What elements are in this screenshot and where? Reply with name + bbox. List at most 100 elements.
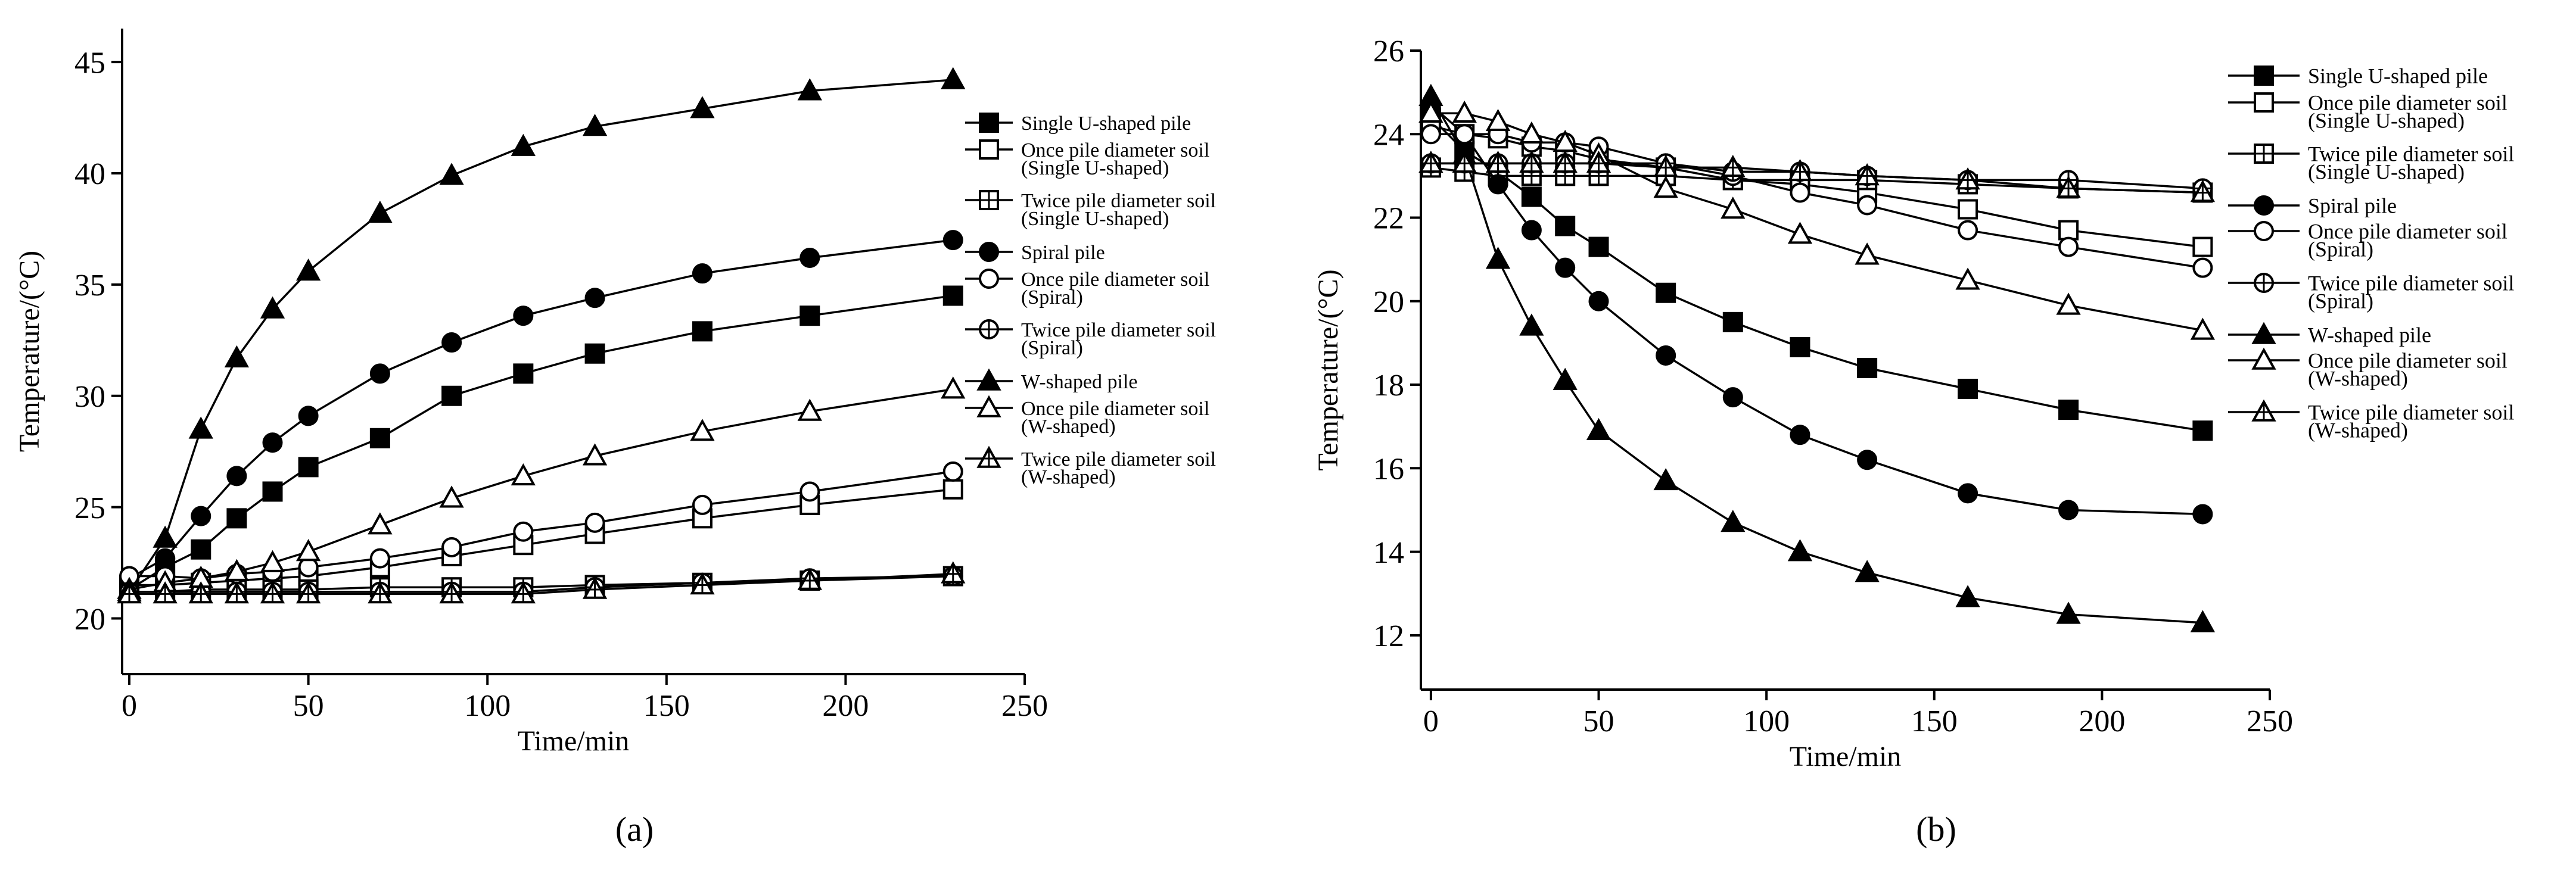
series-w-shaped-pile-point	[368, 200, 393, 223]
series-twice-pile-diameter-soil-w-shaped-point	[1855, 163, 1880, 186]
series-once-pile-diameter-soil-w-shaped-point-shape	[582, 443, 608, 466]
series-twice-pile-diameter-soil-w-shaped-point	[2190, 180, 2216, 202]
x-tick-label: 250	[1001, 689, 1048, 723]
legend-item-once-pile-diameter-soil-single-u-shaped-text: (Single U-shaped)	[2308, 109, 2465, 133]
series-single-u-shaped-pile-point-shape	[2058, 400, 2079, 420]
series-twice-pile-diameter-soil-w-shaped-point	[224, 581, 250, 604]
series-w-shaped-pile-point	[2056, 601, 2081, 624]
series-spiral-pile-point-shape	[799, 248, 820, 269]
series-w-shaped-pile-point	[295, 258, 321, 281]
series-w-shaped-pile-point	[260, 296, 285, 319]
series-spiral-pile-point	[1958, 483, 1978, 504]
legend-item-single-u-shaped-pile-marker	[2254, 66, 2274, 86]
series-spiral-pile	[119, 230, 963, 589]
series-single-u-shaped-pile-point-shape	[1958, 379, 1978, 400]
series-once-pile-diameter-soil-spiral-point	[1958, 220, 1978, 241]
series-spiral-pile-point-shape	[692, 263, 713, 284]
legend-item-once-pile-diameter-soil-single-u-shaped-text: (Single U-shaped)	[1021, 157, 1169, 179]
series-once-pile-diameter-soil-w-shaped-point-shape	[511, 463, 536, 486]
series-single-u-shaped-pile-point	[692, 321, 713, 342]
series-w-shaped-pile-point	[1519, 313, 1544, 336]
legend-item-spiral-pile-marker	[979, 242, 999, 262]
y-tick-label: 26	[1373, 35, 1404, 68]
series-single-u-shaped-pile	[119, 285, 963, 600]
series-spiral-pile-point-shape	[1555, 257, 1576, 278]
legend-item-once-pile-diameter-soil-single-u-shaped: Once pile diameter soil(Single U-shaped)	[2228, 91, 2507, 133]
y-tick-label: 14	[1373, 536, 1404, 570]
legend-item-w-shaped-pile-marker	[976, 368, 1001, 391]
y-tick-label: 12	[1373, 619, 1404, 653]
series-single-u-shaped-pile-point-shape	[1588, 236, 1609, 257]
series-twice-pile-diameter-soil-w-shaped-point	[582, 576, 608, 599]
series-once-pile-diameter-soil-w-shaped-point-shape	[690, 419, 715, 441]
series-single-u-shaped-pile-point-shape	[1790, 336, 1810, 357]
series-twice-pile-diameter-soil-w-shaped-point	[1955, 167, 1980, 190]
series-once-pile-diameter-soil-w-shaped-point-shape	[1452, 100, 1477, 123]
series-once-pile-diameter-soil-spiral-point	[369, 548, 390, 569]
series-spiral-pile-point-shape	[226, 466, 247, 487]
legend-item-once-pile-diameter-soil-spiral-text: Once pile diameter soil	[1021, 269, 1209, 291]
series-spiral-pile-point-shape	[441, 332, 462, 353]
series-spiral-pile-point-shape	[513, 305, 534, 326]
series-once-pile-diameter-soil-single-u-shaped-line	[1430, 124, 2203, 248]
series-spiral-pile-point	[584, 288, 605, 308]
series-w-shaped-pile	[117, 67, 966, 601]
x-tick-label: 200	[2079, 704, 2125, 738]
series-once-pile-diameter-soil-spiral-point-shape	[369, 548, 390, 569]
legend-item-twice-pile-diameter-soil-spiral-marker	[979, 319, 999, 339]
series-spiral-pile-point	[2058, 500, 2079, 520]
series-spiral-pile-point	[799, 248, 820, 269]
series-w-shaped-pile-point-shape	[1485, 247, 1511, 269]
series-single-u-shaped-pile-point-shape	[942, 285, 963, 306]
series-single-u-shaped-pile-line	[1430, 116, 2203, 432]
series-once-pile-diameter-soil-spiral-point-shape	[2058, 236, 2079, 257]
series-once-pile-diameter-soil-spiral-point	[942, 461, 963, 482]
series-once-pile-diameter-soil-spiral-point-shape	[584, 512, 605, 533]
series-w-shaped-pile-point-shape	[224, 345, 250, 368]
series-once-pile-diameter-soil-w-shaped-point-shape	[1418, 100, 1443, 123]
series-spiral-pile-point-shape	[1656, 345, 1676, 366]
series-w-shaped-pile-point	[511, 133, 536, 156]
series-single-u-shaped-pile-point	[262, 481, 283, 502]
series-once-pile-diameter-soil-spiral-point	[692, 494, 713, 515]
series-w-shaped-pile-point-shape	[439, 163, 464, 185]
legend-item-twice-pile-diameter-soil-single-u-shaped-text: (Single U-shaped)	[2308, 160, 2465, 184]
series-once-pile-diameter-soil-w-shaped-point	[368, 512, 393, 535]
series-spiral-pile-point-shape	[1521, 220, 1542, 241]
x-tick-label: 200	[822, 689, 869, 723]
series-once-pile-diameter-soil-w-shaped-point-shape	[260, 550, 285, 572]
series-once-pile-diameter-soil-w-shaped-point-shape	[2056, 292, 2081, 315]
series-once-pile-diameter-soil-single-u-shaped-point-shape	[1958, 199, 1978, 220]
series-spiral-pile-point	[1488, 174, 1508, 195]
legend-item-twice-pile-diameter-soil-w-shaped-marker	[976, 445, 1001, 468]
series-w-shaped-pile-point	[2190, 610, 2216, 632]
series-single-u-shaped-pile-point-shape	[513, 363, 534, 384]
y-tick-label: 20	[74, 603, 105, 637]
legend-item-once-pile-diameter-soil-spiral-marker-shape	[2254, 221, 2274, 241]
series-w-shaped-pile-point-shape	[1855, 560, 1880, 582]
series-spiral-pile-point-shape	[262, 432, 283, 453]
legend-item-spiral-pile-marker-shape	[2254, 195, 2274, 216]
chart-panel-a: 0 50 100 150 200 250 20 25 30 35 40 45 Time/min Tempe…	[14, 29, 1216, 757]
x-tick-label: 250	[2247, 704, 2293, 738]
series-once-pile-diameter-soil-w-shaped-line	[1430, 112, 2203, 332]
series-w-shaped-pile-point	[941, 67, 966, 89]
series-once-pile-diameter-soil-spiral-point-shape	[692, 494, 713, 515]
series-single-u-shaped-pile-point-shape	[226, 508, 247, 529]
legend-item-spiral-pile-marker	[2254, 195, 2274, 216]
series-twice-pile-diameter-soil-w-shaped-point	[1586, 150, 1611, 173]
chart-panel-b: 0 50 100 150 200 250 12 14 16 18 20 22 24 26 Time/min T…	[1312, 35, 2514, 772]
series-once-pile-diameter-soil-spiral-point	[799, 481, 820, 502]
series-w-shaped-pile-point-shape	[188, 416, 213, 439]
series-spiral-pile-point-shape	[369, 363, 390, 384]
legend: Single U-shaped pile Once pile diameter s…	[965, 113, 1216, 488]
series-twice-pile-diameter-soil-w-shaped-point	[941, 561, 966, 584]
series-w-shaped-pile-point	[1955, 585, 1980, 607]
series-spiral-pile-point-shape	[942, 230, 963, 251]
series-once-pile-diameter-soil-w-shaped-point	[224, 559, 250, 581]
series-spiral-pile-point	[1555, 257, 1576, 278]
series-w-shaped-pile-point-shape	[1653, 467, 1678, 491]
series-spiral-pile-point-shape	[2058, 500, 2079, 520]
series-w-shaped-pile-point-shape	[1955, 585, 1980, 607]
legend-item-spiral-pile: Spiral pile	[965, 242, 1105, 264]
